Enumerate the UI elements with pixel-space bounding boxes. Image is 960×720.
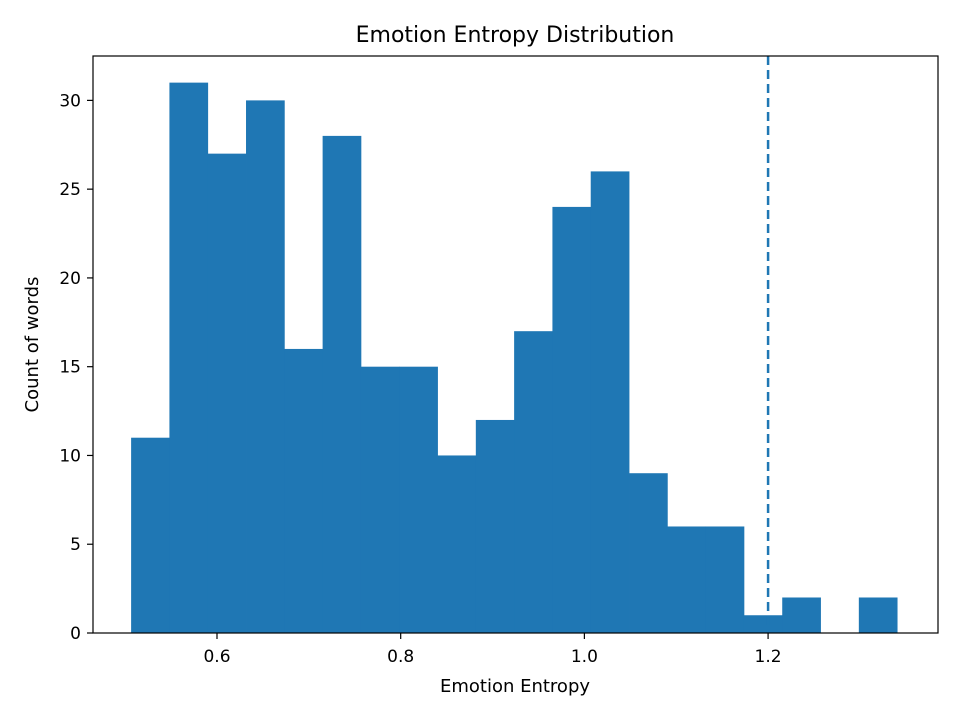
histogram-bar [284,348,324,633]
histogram-bar [169,82,209,634]
histogram-bar [475,419,515,633]
histogram-bar [667,526,707,633]
x-tick-label: 0.6 [203,647,230,667]
y-tick-label: 0 [70,624,81,644]
plot-frame [92,55,939,634]
y-tick-label: 20 [59,269,81,289]
x-tick-label: 1.0 [571,647,598,667]
y-axis-ticks: 0 5 10 15 20 25 30 [59,91,93,644]
histogram-bar [360,366,400,633]
histogram-bar [207,153,247,633]
histogram-bar [629,473,668,633]
y-tick-label: 15 [59,358,81,378]
histogram-bar [782,597,821,633]
x-tick-label: 0.8 [387,647,414,667]
y-tick-label: 25 [59,180,81,200]
histogram-bar [322,135,362,633]
histogram-bar [399,366,438,633]
y-tick-label: 5 [70,535,81,555]
histogram-bar [552,206,592,633]
y-tick-label: 30 [59,91,81,111]
histogram-bar [743,615,783,633]
histogram-bars [131,82,898,634]
histogram-bar [705,526,745,633]
histogram-bar [131,437,170,633]
histogram-bar [514,331,553,633]
y-axis-label: Count of words [22,277,43,413]
y-tick-label: 10 [59,446,81,466]
histogram-bar [246,100,285,633]
histogram-bar [590,171,630,633]
x-axis-ticks: 0.6 0.8 1.0 1.2 [203,633,782,667]
x-tick-label: 1.2 [755,647,782,667]
chart-title: Emotion Entropy Distribution [356,23,675,48]
histogram-bar [437,455,477,633]
x-axis-label: Emotion Entropy [440,676,590,697]
histogram-bar [858,597,898,633]
